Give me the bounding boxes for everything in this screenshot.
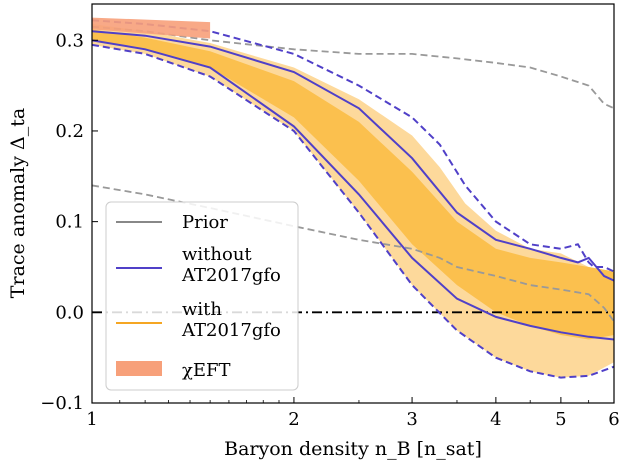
y-tick-label: 0.3 [55, 30, 84, 51]
y-axis-label-text: Trace anomaly Δ_ta [7, 108, 29, 298]
legend-label-chieft: χEFT [182, 360, 231, 381]
x-tick-label: 3 [406, 409, 417, 430]
legend-box [105, 201, 299, 391]
legend-label-without-2: AT2017gfo [181, 265, 281, 286]
axis-ticks: 1 2 3 4 5 6 −0.1 0.0 0.1 0.2 0.3 [40, 30, 619, 430]
line-prior-upper [92, 25, 614, 110]
legend-label-without-1: without [182, 244, 252, 265]
plot-area [92, 17, 614, 379]
plot-frame [91, 3, 615, 404]
y-tick-label: 0.0 [55, 302, 84, 323]
line-without-upper [92, 30, 614, 282]
legend-label-with-2: AT2017gfo [181, 320, 281, 341]
line-without-95-upper [92, 19, 614, 273]
line-without-95-lower [92, 43, 614, 379]
legend: Prior without AT2017gfo with AT2017gfo χ… [105, 201, 299, 391]
x-axis-label: Baryon density n_B [n_sat] [224, 438, 482, 460]
band-chieft [92, 17, 211, 39]
x-tick-label: 1 [86, 409, 97, 430]
band-with-at2017gfo-68pct [92, 29, 614, 340]
x-tick-label: 6 [608, 409, 619, 430]
legend-label-with-1: with [182, 299, 222, 320]
y-tick-label: −0.1 [40, 393, 84, 414]
legend-label-prior: Prior [182, 212, 228, 233]
line-without-lower [92, 39, 614, 341]
legend-swatch-chieft [116, 361, 162, 376]
x-tick-label: 5 [555, 409, 566, 430]
y-tick-label: 0.2 [55, 121, 84, 142]
x-axis-label-text: Baryon density n_B [n_sat] [224, 438, 482, 460]
y-tick-label: 0.1 [55, 212, 84, 233]
x-tick-label: 2 [288, 409, 299, 430]
y-axis-label: Trace anomaly Δ_ta [7, 108, 29, 298]
x-tick-label: 4 [490, 409, 501, 430]
